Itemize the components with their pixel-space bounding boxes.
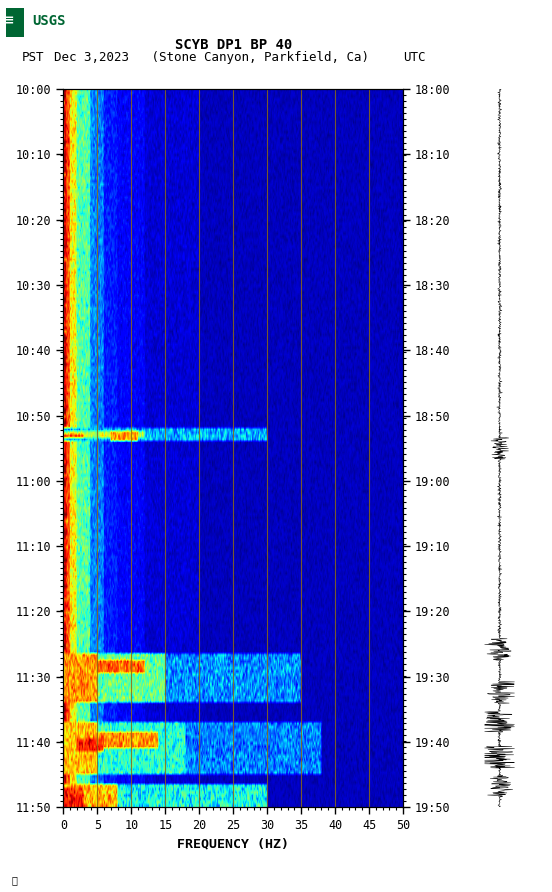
Text: Dec 3,2023   (Stone Canyon, Parkfield, Ca): Dec 3,2023 (Stone Canyon, Parkfield, Ca) [54, 52, 369, 64]
Text: UTC: UTC [403, 52, 425, 64]
Text: ≡: ≡ [3, 15, 14, 28]
FancyBboxPatch shape [6, 8, 24, 37]
Text: ⋱: ⋱ [11, 875, 17, 885]
Text: USGS: USGS [32, 14, 65, 29]
Text: PST: PST [22, 52, 45, 64]
X-axis label: FREQUENCY (HZ): FREQUENCY (HZ) [177, 838, 289, 851]
Text: SCYB DP1 BP 40: SCYB DP1 BP 40 [174, 37, 292, 52]
